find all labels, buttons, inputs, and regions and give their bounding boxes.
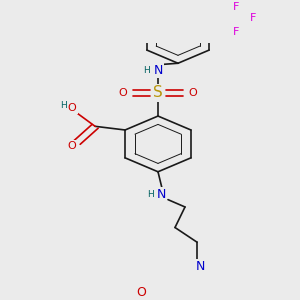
Text: H: H bbox=[142, 66, 149, 75]
Text: O: O bbox=[136, 286, 146, 298]
Text: O: O bbox=[68, 141, 76, 151]
Text: O: O bbox=[118, 88, 127, 98]
Text: N: N bbox=[153, 64, 163, 77]
Text: N: N bbox=[195, 260, 205, 273]
Text: S: S bbox=[153, 85, 163, 100]
Text: H: H bbox=[147, 190, 153, 199]
Text: F: F bbox=[233, 2, 239, 12]
Text: O: O bbox=[189, 88, 197, 98]
Text: N: N bbox=[156, 188, 166, 201]
Text: O: O bbox=[68, 103, 76, 113]
Text: H: H bbox=[60, 101, 67, 110]
Text: F: F bbox=[250, 13, 256, 23]
Text: F: F bbox=[233, 27, 239, 37]
